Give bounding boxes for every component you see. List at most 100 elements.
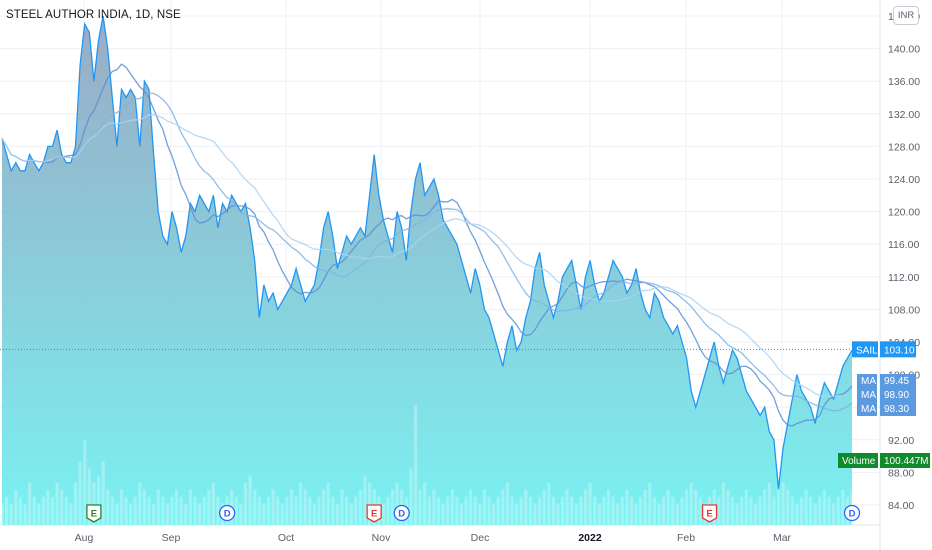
volume-bar bbox=[459, 503, 464, 525]
dividend-marker bbox=[393, 504, 410, 522]
volume-bar bbox=[441, 503, 445, 525]
volume-bar bbox=[55, 482, 59, 525]
volume-bar bbox=[46, 489, 50, 525]
earnings-marker bbox=[366, 504, 382, 523]
volume-bar bbox=[413, 405, 418, 525]
volume-bar bbox=[450, 489, 454, 525]
volume-bar bbox=[184, 503, 188, 525]
volume-bar bbox=[698, 496, 702, 525]
volume-bar bbox=[303, 489, 307, 525]
volume-bar bbox=[207, 489, 211, 525]
volume-bar bbox=[818, 496, 822, 525]
volume-bar bbox=[496, 496, 500, 525]
ma-tag-value: 99.45 bbox=[884, 376, 909, 387]
volume-bar bbox=[69, 503, 73, 525]
volume-bar bbox=[533, 503, 537, 525]
volume-bar bbox=[786, 489, 790, 525]
volume-bar bbox=[152, 503, 156, 525]
volume-bar bbox=[758, 496, 762, 525]
volume-bar bbox=[519, 496, 523, 525]
volume-bar bbox=[289, 489, 294, 525]
volume-bar bbox=[18, 496, 22, 525]
volume-tag-label-bg bbox=[838, 453, 878, 468]
volume-bar bbox=[253, 489, 257, 525]
event-marker-label: E bbox=[91, 509, 97, 520]
ma-line bbox=[1, 113, 853, 397]
volume-bar bbox=[776, 489, 781, 525]
volume-bar bbox=[432, 489, 436, 525]
volume-bar bbox=[804, 489, 808, 525]
volume-bar bbox=[662, 496, 666, 525]
volume-bar bbox=[588, 482, 592, 525]
volume-bar bbox=[524, 489, 528, 525]
volume-bar bbox=[510, 496, 514, 525]
volume-bar bbox=[345, 496, 349, 525]
volume-bar bbox=[161, 496, 165, 525]
volume-bar bbox=[473, 496, 477, 525]
volume-bar bbox=[73, 482, 78, 525]
volume-bar bbox=[133, 496, 137, 525]
volume-bar bbox=[602, 496, 606, 525]
volume-tag-value: 100.447M bbox=[884, 456, 928, 467]
volume-bar bbox=[593, 496, 597, 525]
volume-bar bbox=[685, 489, 689, 525]
volume-bar bbox=[115, 503, 119, 525]
volume-bar bbox=[675, 503, 679, 525]
volume-bar bbox=[832, 503, 836, 525]
time-axis[interactable]: Aug Sep Oct Nov Dec 2022 Feb Mar bbox=[75, 532, 792, 544]
y-tick-label: 124.00 bbox=[888, 174, 920, 186]
volume-bar bbox=[639, 496, 643, 525]
volume-bar bbox=[193, 496, 197, 525]
volume-bar bbox=[198, 503, 202, 525]
volume-bar bbox=[616, 503, 620, 525]
y-tick-label: 88.00 bbox=[888, 467, 914, 479]
volume-bar bbox=[813, 503, 817, 525]
price-axis[interactable]: 84.0088.0092.0096.00100.00104.00108.0011… bbox=[888, 11, 920, 512]
currency-badge[interactable]: INR bbox=[893, 6, 919, 25]
volume-bar bbox=[335, 503, 339, 525]
volume-bar bbox=[515, 503, 519, 525]
volume-bar bbox=[827, 496, 831, 525]
price-line bbox=[1, 15, 853, 489]
volume-bar bbox=[781, 482, 785, 525]
volume-bar bbox=[262, 503, 266, 525]
volume-bar bbox=[740, 496, 744, 525]
event-marker-label: D bbox=[224, 509, 231, 520]
ma-tag-value-bg bbox=[880, 402, 916, 416]
volume-bar bbox=[606, 489, 611, 525]
volume-bar bbox=[436, 496, 441, 525]
volume-bar bbox=[482, 489, 486, 525]
volume-bar bbox=[542, 489, 546, 525]
volume-bar bbox=[78, 461, 82, 525]
volume-bar bbox=[680, 496, 684, 525]
volume-bar bbox=[689, 482, 693, 525]
price-tag-value: 103.10 bbox=[884, 345, 915, 356]
volume-bar bbox=[14, 489, 18, 525]
event-marker-label: D bbox=[398, 509, 405, 520]
volume-bar bbox=[795, 503, 799, 525]
earnings-marker bbox=[86, 504, 102, 523]
volume-bar bbox=[620, 496, 624, 525]
ma-tag-label-bg bbox=[857, 388, 877, 402]
volume-bar bbox=[822, 489, 826, 525]
volume-bar bbox=[726, 489, 730, 525]
volume-bar bbox=[28, 482, 32, 525]
volume-bar bbox=[423, 482, 427, 525]
volume-bar bbox=[216, 496, 220, 525]
volume-bar bbox=[556, 503, 560, 525]
volume-bar bbox=[64, 496, 68, 525]
volume-bar bbox=[386, 496, 390, 525]
dividend-marker bbox=[843, 504, 861, 522]
volume-bar bbox=[560, 496, 565, 525]
volume-bar bbox=[694, 489, 698, 525]
volume-bar bbox=[528, 496, 532, 525]
volume-bar bbox=[547, 482, 551, 525]
volume-tag-label: Volume bbox=[842, 456, 876, 467]
volume-bar bbox=[409, 468, 413, 525]
y-tick-label: 116.00 bbox=[888, 239, 919, 251]
volume-bar bbox=[106, 489, 110, 525]
x-tick-label: Nov bbox=[372, 532, 391, 544]
volume-bar bbox=[551, 496, 555, 525]
